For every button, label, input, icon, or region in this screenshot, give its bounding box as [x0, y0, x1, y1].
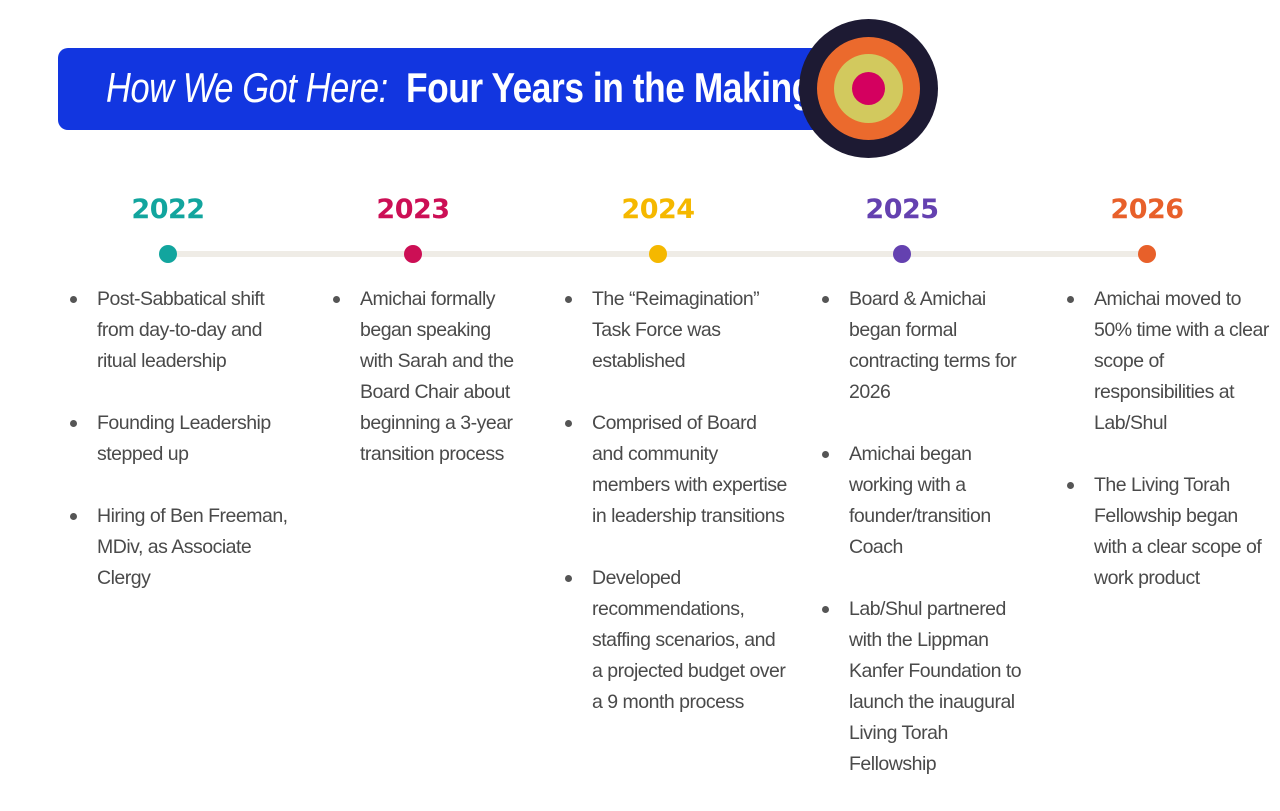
target-icon — [799, 19, 938, 158]
milestone-item: Post-Sabbatical shift from day-to-day an… — [70, 284, 297, 377]
milestone-item: Hiring of Ben Freeman, MDiv, as Associat… — [70, 501, 297, 594]
milestone-item: Comprised of Board and community members… — [565, 408, 788, 532]
milestone-list-2025: Board & Amichai began formal contracting… — [822, 284, 1039, 811]
milestone-item: Lab/Shul partnered with the Lippman Kanf… — [822, 594, 1039, 780]
timeline-dot-2024 — [649, 245, 667, 263]
milestone-item: The “Reimagination” Task Force was estab… — [565, 284, 788, 377]
milestone-item: Founding Leadership stepped up — [70, 408, 297, 470]
year-label-2023: 2023 — [376, 194, 450, 225]
year-label-2025: 2025 — [865, 194, 939, 225]
title-bold-part: Four Years in the Making — [405, 64, 813, 111]
milestone-item: Amichai formally began speaking with Sar… — [333, 284, 520, 470]
milestone-list-2024: The “Reimagination” Task Force was estab… — [565, 284, 788, 749]
year-label-2024: 2024 — [621, 194, 695, 225]
milestone-item: Amichai began working with a founder/tra… — [822, 439, 1039, 563]
milestone-item: Developed recommendations, staffing scen… — [565, 563, 788, 718]
milestone-item: Amichai moved to 50% time with a clear s… — [1067, 284, 1274, 439]
target-bullseye — [852, 72, 885, 105]
title-italic-part: How We Got Here: — [106, 64, 388, 111]
timeline-dot-2025 — [893, 245, 911, 263]
year-label-2026: 2026 — [1110, 194, 1184, 225]
slide-title: How We Got Here: Four Years in the Makin… — [106, 60, 890, 116]
milestone-item: Board & Amichai began formal contracting… — [822, 284, 1039, 408]
year-label-2022: 2022 — [131, 194, 205, 225]
title-banner — [58, 48, 858, 130]
milestone-item: The Living Torah Fellowship began with a… — [1067, 470, 1274, 594]
milestone-list-2026: Amichai moved to 50% time with a clear s… — [1067, 284, 1274, 625]
timeline-dot-2023 — [404, 245, 422, 263]
timeline-dot-2026 — [1138, 245, 1156, 263]
milestone-list-2022: Post-Sabbatical shift from day-to-day an… — [70, 284, 297, 625]
milestone-list-2023: Amichai formally began speaking with Sar… — [333, 284, 520, 501]
timeline-dot-2022 — [159, 245, 177, 263]
